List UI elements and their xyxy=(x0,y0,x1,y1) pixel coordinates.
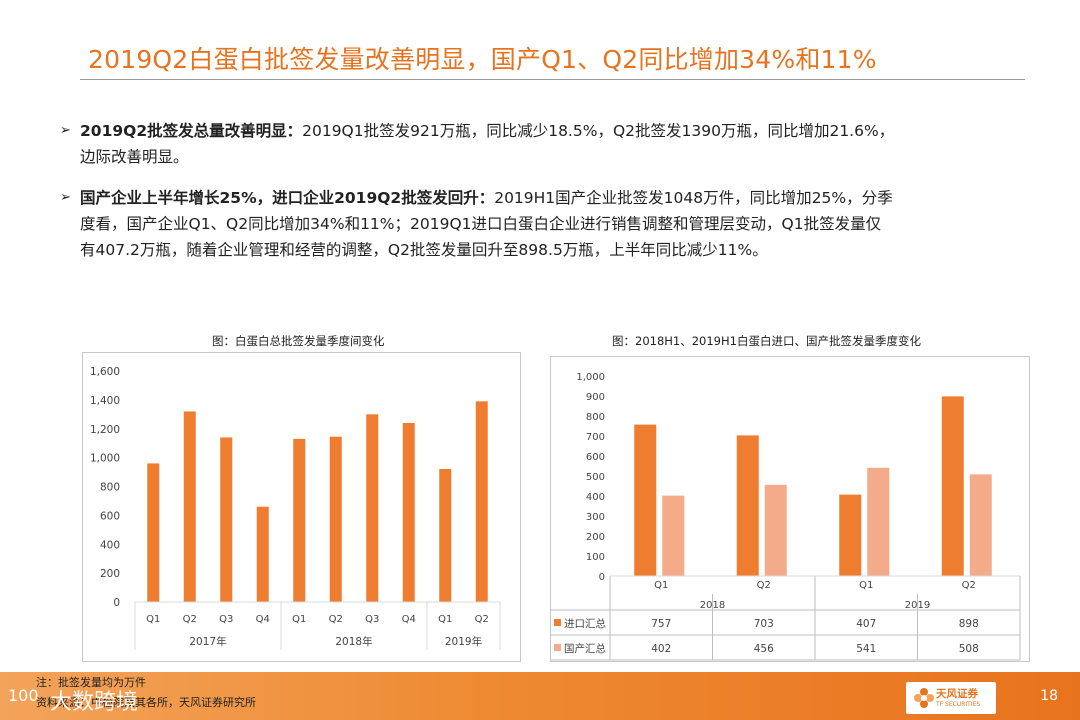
bar xyxy=(293,438,306,602)
data-label: 407 xyxy=(856,618,876,630)
y-tick-label: 1,000 xyxy=(576,372,605,383)
y-tick-label: 400 xyxy=(100,539,120,551)
x-tick-label: Q2 xyxy=(757,580,771,591)
x-tick-label: Q1 xyxy=(654,580,668,591)
y-tick-label: 800 xyxy=(100,482,120,494)
company-logo xyxy=(906,682,996,714)
chart1-title: 图：白蛋白总批签发量季度间变化 xyxy=(212,334,385,348)
legend-swatch xyxy=(554,644,561,651)
bullet-2-line: 2019H1国产企业批签发1048万件，同比增加25%，分季 xyxy=(494,189,893,207)
x-tick-label: Q2 xyxy=(962,580,976,591)
x-tick-label: Q2 xyxy=(183,614,197,625)
footer-bar xyxy=(0,672,1080,720)
x-tick-label: Q4 xyxy=(256,614,270,625)
legend-swatch xyxy=(554,619,561,626)
y-tick-label: 400 xyxy=(586,492,605,503)
y-tick-label: 500 xyxy=(586,472,605,483)
data-label: 703 xyxy=(754,618,774,630)
watermark-logo-icon: 100 xyxy=(8,686,39,705)
bar-domestic xyxy=(662,495,685,576)
x-tick-label: Q2 xyxy=(475,614,489,625)
bar-import xyxy=(941,396,964,576)
bar xyxy=(256,506,269,602)
y-tick-label: 1,000 xyxy=(90,453,120,465)
x-tick-label: Q1 xyxy=(438,614,452,625)
chart2-svg: 0 100 200 300 400 500 600 700 800 900 1,000 Q1 Q2 Q1 Q… xyxy=(550,372,1021,661)
y-tick-label: 800 xyxy=(586,412,605,423)
bar-import xyxy=(736,435,759,576)
data-label: 508 xyxy=(959,643,979,655)
bar-domestic xyxy=(867,467,890,576)
bar-domestic xyxy=(969,474,992,576)
y-tick-label: 200 xyxy=(586,532,605,543)
group-label: 2018 xyxy=(700,600,725,611)
data-label: 898 xyxy=(959,618,979,630)
bar xyxy=(147,463,160,602)
bullet-2-line: 度看，国产企业Q1、Q2同比增加34%和11%；2019Q1进口白蛋白企业进行销… xyxy=(80,215,882,233)
x-tick-label: Q1 xyxy=(859,580,873,591)
bar xyxy=(183,411,196,602)
x-tick-label: Q2 xyxy=(329,614,343,625)
bar-domestic xyxy=(764,484,787,576)
bar-import xyxy=(839,494,862,576)
chart2-title: 图：2018H1、2019H1白蛋白进口、国产批签发量季度变化 xyxy=(612,334,921,348)
bullet-1: ➢ 2019Q2批签发总量改善明显：2019Q1批签发921万瓶，同比减少18.… xyxy=(60,118,980,170)
chart2-frame xyxy=(550,356,1030,662)
group-label: 2018年 xyxy=(335,635,372,648)
bullet-1-line: 边际改善明显。 xyxy=(80,148,189,166)
bullet-2: ➢ 国产企业上半年增长25%，进口企业2019Q2批签发回升：2019H1国产企… xyxy=(60,185,980,263)
bar xyxy=(329,436,342,602)
data-label: 402 xyxy=(651,643,671,655)
x-tick-label: Q3 xyxy=(365,614,379,625)
legend-label: 进口汇总 xyxy=(564,617,606,630)
x-tick-label: Q3 xyxy=(219,614,233,625)
data-label: 757 xyxy=(651,618,671,630)
bar xyxy=(475,401,488,602)
y-tick-label: 0 xyxy=(113,597,120,609)
group-label: 2019 xyxy=(905,600,930,611)
bar xyxy=(439,469,452,602)
y-tick-label: 900 xyxy=(586,392,605,403)
bullet-arrow-icon: ➢ xyxy=(60,190,71,205)
title-divider xyxy=(80,79,1025,80)
bullet-2-heading: 国产企业上半年增长25%，进口企业2019Q2批签发回升： xyxy=(80,189,495,207)
bar xyxy=(402,422,415,602)
y-tick-label: 0 xyxy=(599,572,605,583)
company-subname: TF SECURITIES xyxy=(936,701,981,708)
flower-logo-icon xyxy=(914,688,934,708)
data-label: 456 xyxy=(754,643,774,655)
x-tick-label: Q1 xyxy=(292,614,306,625)
company-name: 天风证券 xyxy=(936,688,978,700)
bullet-1-line: 2019Q1批签发921万瓶，同比减少18.5%，Q2批签发1390万瓶，同比增… xyxy=(302,122,895,140)
bullet-1-heading: 2019Q2批签发总量改善明显： xyxy=(80,122,303,140)
y-tick-label: 1,600 xyxy=(90,366,120,378)
group-label: 2017年 xyxy=(189,635,226,648)
y-tick-label: 300 xyxy=(586,512,605,523)
x-tick-label: Q1 xyxy=(146,614,160,625)
legend-label: 国产汇总 xyxy=(564,642,606,655)
group-label: 2019年 xyxy=(445,635,482,648)
bar-import xyxy=(634,424,657,576)
y-tick-label: 1,200 xyxy=(90,424,120,436)
footnote: 注：批签发量均为万件 xyxy=(36,676,146,689)
source-note: 资料来源：中检院及其各所，天风证券研究所 xyxy=(36,696,256,709)
data-label: 541 xyxy=(856,643,876,655)
y-tick-label: 1,400 xyxy=(90,395,120,407)
y-tick-label: 600 xyxy=(586,452,605,463)
bar xyxy=(366,414,379,602)
page-number: 18 xyxy=(1040,688,1058,704)
watermark-text: 大数跨境 xyxy=(50,690,139,715)
y-tick-label: 100 xyxy=(586,552,605,563)
chart1-frame xyxy=(82,352,521,662)
bullet-2-line: 有407.2万瓶，随着企业管理和经营的调整，Q2批签发量回升至898.5万瓶，上… xyxy=(80,241,768,259)
x-tick-label: Q4 xyxy=(402,614,416,625)
page-title: 2019Q2白蛋白批签发量改善明显，国产Q1、Q2同比增加34%和11% xyxy=(88,45,877,74)
chart1-svg: 0 200 400 600 800 1,000 1,200 1,400 1,600 Q1 Q2 Q3 Q… xyxy=(90,366,501,650)
y-tick-label: 700 xyxy=(586,432,605,443)
y-tick-label: 600 xyxy=(100,510,120,522)
y-tick-label: 200 xyxy=(100,568,120,580)
bar xyxy=(220,437,233,602)
bullet-arrow-icon: ➢ xyxy=(60,123,71,138)
